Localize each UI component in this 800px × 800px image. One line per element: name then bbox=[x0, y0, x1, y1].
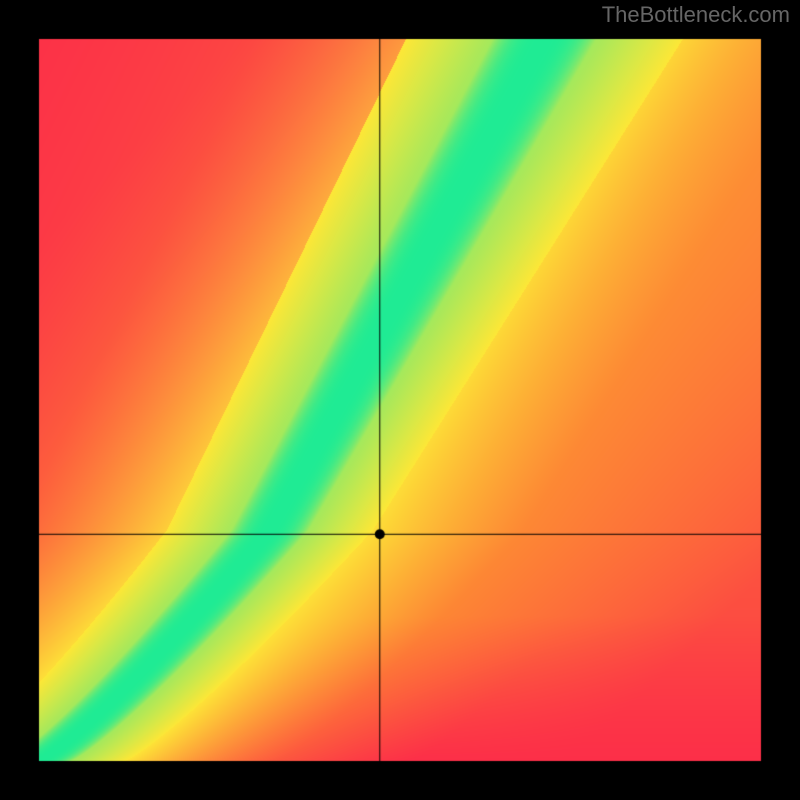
chart-container: TheBottleneck.com bbox=[0, 0, 800, 800]
bottleneck-heatmap bbox=[0, 0, 800, 800]
watermark-text: TheBottleneck.com bbox=[602, 2, 790, 28]
